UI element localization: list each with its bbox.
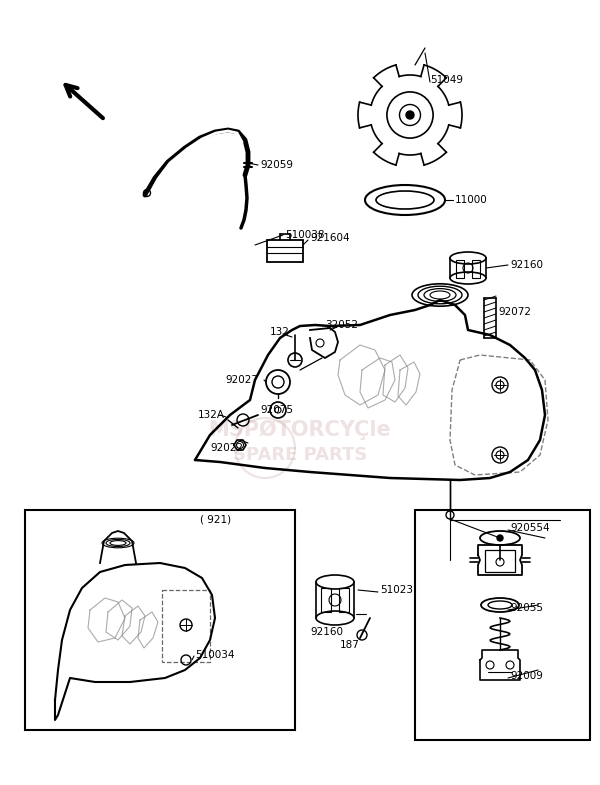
Text: 51049: 51049: [430, 75, 463, 85]
Text: 187: 187: [340, 640, 360, 650]
Bar: [321, 588, 331, 612]
Text: 92160: 92160: [310, 627, 343, 637]
Text: 92027: 92027: [225, 375, 258, 385]
Text: 11000: 11000: [455, 195, 488, 205]
Text: MSPØTORCYÇle: MSPØTORCYÇle: [209, 420, 391, 440]
Text: 92075: 92075: [260, 405, 293, 415]
Bar: [456, 260, 464, 278]
Text: 132A: 132A: [198, 410, 225, 420]
Bar: [472, 260, 480, 278]
Bar: [485, 550, 515, 572]
Bar: [267, 240, 303, 262]
Text: 920554: 920554: [510, 523, 550, 533]
Bar: [162, 590, 210, 662]
Text: SPARE PARTS: SPARE PARTS: [233, 446, 367, 464]
Text: 510038: 510038: [285, 230, 325, 240]
Circle shape: [406, 111, 414, 119]
Text: 92009: 92009: [510, 671, 543, 681]
Bar: [25, 510, 295, 730]
Text: 32052: 32052: [325, 320, 358, 330]
Text: 92055: 92055: [510, 603, 543, 613]
Circle shape: [497, 535, 503, 541]
Text: 51023: 51023: [380, 585, 413, 595]
Text: 92072: 92072: [498, 307, 531, 317]
Text: 92022: 92022: [210, 443, 243, 453]
Bar: [339, 588, 349, 612]
Text: 132: 132: [270, 327, 290, 337]
Text: 921604: 921604: [310, 233, 350, 243]
Text: 510034: 510034: [195, 650, 235, 660]
Text: 92059: 92059: [260, 160, 293, 170]
Text: 92160: 92160: [510, 260, 543, 270]
Bar: [415, 510, 590, 740]
Text: ( 921): ( 921): [200, 515, 231, 525]
